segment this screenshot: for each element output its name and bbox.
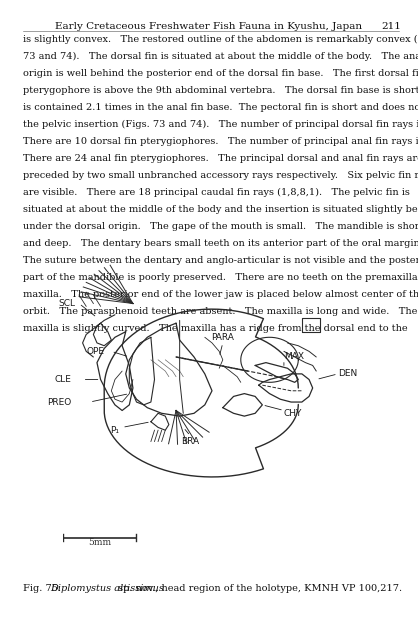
Text: the pelvic insertion (Figs. 73 and 74).   The number of principal dorsal fin ray: the pelvic insertion (Figs. 73 and 74). … [23,120,418,129]
Text: PREO: PREO [48,397,72,406]
Text: CLE: CLE [55,375,72,384]
Text: BRA: BRA [181,437,199,446]
Text: 5mm: 5mm [88,538,111,547]
Text: 211: 211 [381,22,401,31]
Text: PARA: PARA [212,333,234,342]
Text: origin is well behind the posterior end of the dorsal fin base.   The first dors: origin is well behind the posterior end … [23,69,418,78]
Text: is slightly convex.   The restored outline of the abdomen is remarkably convex (: is slightly convex. The restored outline… [23,35,418,44]
Text: part of the mandible is poorly preserved.   There are no teeth on the premaxilla: part of the mandible is poorly preserved… [23,273,418,282]
Text: under the dorsal origin.   The gape of the mouth is small.   The mandible is sho: under the dorsal origin. The gape of the… [23,221,418,231]
Text: maxilla.   The posterior end of the lower jaw is placed below almost center of t: maxilla. The posterior end of the lower … [23,289,418,299]
Text: The suture between the dentary and anglo-articular is not visible and the poster: The suture between the dentary and anglo… [23,255,418,265]
Text: P₁: P₁ [110,426,120,435]
Text: SCL: SCL [59,299,75,308]
Text: Diplomystus altissimus: Diplomystus altissimus [50,584,164,593]
Text: preceded by two small unbranched accessory rays respectively.   Six pelvic fin r: preceded by two small unbranched accesso… [23,171,418,180]
Text: pterygophore is above the 9th abdominal vertebra.   The dorsal fin base is short: pterygophore is above the 9th abdominal … [23,86,418,95]
Text: Fig. 75.: Fig. 75. [23,584,70,593]
Text: sp. nov., head region of the holotype, KMNH VP 100,217.: sp. nov., head region of the holotype, K… [115,584,402,593]
Text: There are 24 anal fin pterygiophores.   The principal dorsal and anal fin rays a: There are 24 anal fin pterygiophores. Th… [23,154,418,163]
Text: maxilla is slightly curved.   The maxilla has a ridge from the dorsal end to the: maxilla is slightly curved. The maxilla … [23,324,408,333]
Text: situated at about the middle of the body and the insertion is situated slightly : situated at about the middle of the body… [23,205,418,214]
Text: is contained 2.1 times in the anal fin base.  The pectoral fin is short and does: is contained 2.1 times in the anal fin b… [23,103,418,112]
Text: Early Cretaceous Freshwater Fish Fauna in Kyushu, Japan: Early Cretaceous Freshwater Fish Fauna i… [56,22,362,31]
Text: and deep.   The dentary bears small teeth on its anterior part of the oral margi: and deep. The dentary bears small teeth … [23,239,418,248]
Text: orbit.   The parasphenoid teeth are absent.   The maxilla is long and wide.   Th: orbit. The parasphenoid teeth are absent… [23,307,417,316]
Text: There are 10 dorsal fin pterygiophores.   The number of principal anal fin rays : There are 10 dorsal fin pterygiophores. … [23,137,418,146]
Text: DEN: DEN [338,369,357,378]
Text: are visible.   There are 18 principal caudal fin rays (1,8,8,1).   The pelvic fi: are visible. There are 18 principal caud… [23,188,410,197]
Text: CHY: CHY [284,409,302,418]
Text: OPE: OPE [86,347,104,356]
Text: MAX: MAX [284,353,304,362]
Text: 73 and 74).   The dorsal fin is situated at about the middle of the body.   The : 73 and 74). The dorsal fin is situated a… [23,52,418,61]
